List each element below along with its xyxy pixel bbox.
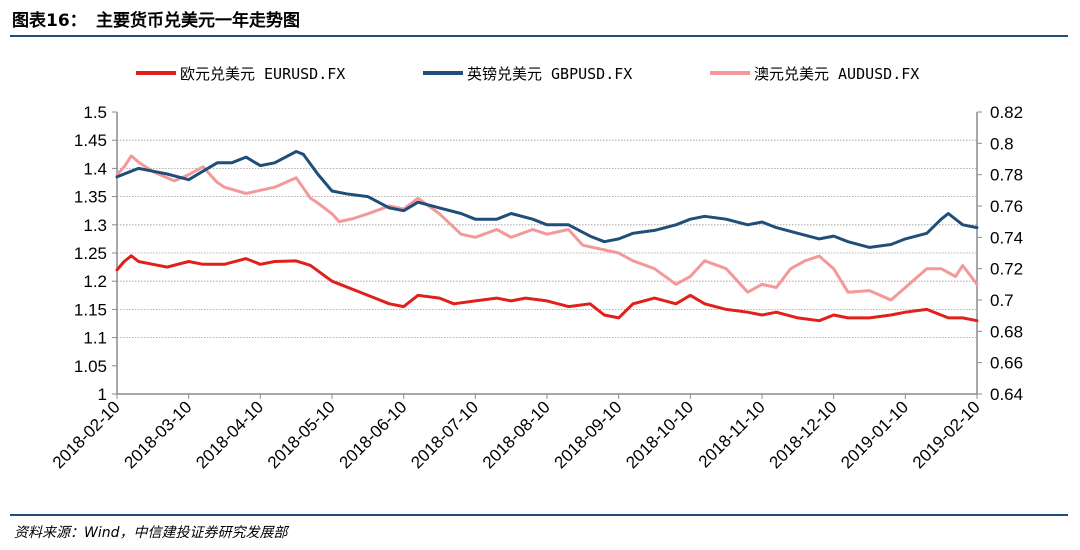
x-tick-label: 2018-08-10 bbox=[479, 397, 554, 472]
left-tick-label: 1 bbox=[98, 385, 107, 404]
right-tick-label: 0.64 bbox=[990, 385, 1023, 404]
x-tick-label: 2018-09-10 bbox=[551, 397, 626, 472]
legend-label: 澳元兑美元 AUDUSD.FX bbox=[754, 65, 919, 83]
x-tick-label: 2019-02-10 bbox=[909, 397, 984, 472]
x-tick-label: 2018-06-10 bbox=[336, 397, 411, 472]
chart: 1 1.05 1.1 1.15 1.2 1.25 1.3 1.35 1.4 1.45 1.5 0.64… bbox=[49, 65, 1023, 472]
x-tick-label: 2018-12-10 bbox=[766, 397, 841, 472]
x-tick-label: 2018-07-10 bbox=[407, 397, 482, 472]
right-tick-label: 0.68 bbox=[990, 322, 1023, 341]
left-tick-label: 1.15 bbox=[74, 300, 107, 319]
left-tick-label: 1.5 bbox=[83, 103, 107, 122]
x-tick-label: 2018-11-10 bbox=[695, 397, 769, 471]
figure-number: 图表16： bbox=[12, 11, 87, 31]
eurusd-line bbox=[115, 254, 979, 323]
right-tick-label: 0.72 bbox=[990, 260, 1023, 279]
left-tick-label: 1.25 bbox=[74, 244, 107, 263]
gbpusd-line bbox=[115, 150, 979, 249]
left-tick-label: 1.35 bbox=[74, 188, 107, 207]
x-tick-label: 2019-01-10 bbox=[837, 397, 912, 472]
right-tick-label: 0.82 bbox=[990, 103, 1023, 122]
x-tick-label: 2018-10-10 bbox=[622, 397, 697, 472]
audusd-line bbox=[115, 154, 979, 302]
legend-audusd: 澳元兑美元 AUDUSD.FX bbox=[710, 65, 919, 83]
right-tick-label: 0.66 bbox=[990, 354, 1023, 373]
x-tick-label: 2018-05-10 bbox=[264, 397, 339, 472]
x-tick-label: 2018-03-10 bbox=[121, 397, 196, 472]
right-tick-label: 0.7 bbox=[990, 291, 1014, 310]
legend-label: 英镑兑美元 GBPUSD.FX bbox=[467, 65, 632, 83]
right-tick-label: 0.74 bbox=[990, 228, 1023, 247]
left-tick-label: 1.1 bbox=[83, 329, 107, 348]
right-tick-label: 0.76 bbox=[990, 197, 1023, 216]
figure-header: 图表16： 主要货币兑美元一年走势图 bbox=[0, 0, 1080, 36]
left-tick-label: 1.45 bbox=[74, 131, 107, 150]
left-tick-label: 1.2 bbox=[83, 272, 107, 291]
right-tick-label: 0.8 bbox=[990, 134, 1014, 153]
legend-gbpusd: 英镑兑美元 GBPUSD.FX bbox=[423, 65, 632, 83]
left-tick-label: 1.3 bbox=[83, 216, 107, 235]
left-tick-label: 1.05 bbox=[74, 357, 107, 376]
figure-title: 主要货币兑美元一年走势图 bbox=[96, 11, 300, 31]
header-rule bbox=[10, 35, 1068, 37]
source-note: 资料来源：Wind，中信建投证券研究发展部 bbox=[14, 525, 288, 541]
x-tick-label: 2018-04-10 bbox=[192, 397, 267, 472]
x-tick-label: 2018-02-10 bbox=[49, 397, 124, 472]
left-tick-label: 1.4 bbox=[83, 159, 107, 178]
legend-label: 欧元兑美元 EURUSD.FX bbox=[180, 65, 345, 83]
footer-rule bbox=[10, 514, 1068, 516]
right-tick-label: 0.78 bbox=[990, 166, 1023, 185]
legend-eurusd: 欧元兑美元 EURUSD.FX bbox=[136, 65, 345, 83]
